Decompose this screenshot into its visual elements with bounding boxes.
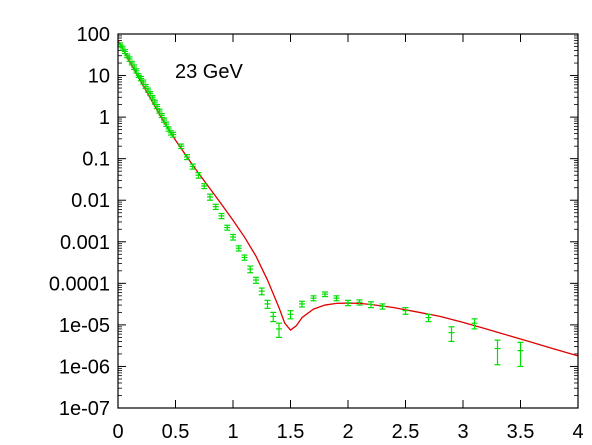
data-point xyxy=(184,154,190,161)
y-tick-label: 0.01 xyxy=(71,190,110,212)
data-point xyxy=(247,265,254,274)
data-point xyxy=(163,121,170,127)
x-tick-label: 1 xyxy=(227,421,238,443)
data-point xyxy=(322,291,328,298)
data-point xyxy=(230,233,236,241)
data-point xyxy=(201,183,208,190)
data-point xyxy=(517,341,524,368)
data-point xyxy=(356,299,363,306)
x-tick-label: 3.5 xyxy=(507,421,535,443)
data-point xyxy=(121,49,128,55)
data-point xyxy=(170,131,177,138)
data-point xyxy=(212,203,219,211)
data-point xyxy=(287,310,294,320)
y-tick-label: 0.1 xyxy=(82,149,110,171)
x-tick-label: 2 xyxy=(342,421,353,443)
x-tick-label: 3 xyxy=(457,421,468,443)
data-point xyxy=(151,99,158,105)
y-tick-label: 1e-07 xyxy=(59,398,110,420)
data-point xyxy=(224,224,231,231)
data-point xyxy=(310,295,317,302)
points-layer xyxy=(117,42,524,368)
curve-layer xyxy=(117,40,579,357)
model-curve xyxy=(117,40,579,357)
y-tick-label: 0.001 xyxy=(60,232,110,254)
data-point xyxy=(178,143,185,150)
data-point xyxy=(195,172,202,179)
data-point xyxy=(299,300,305,308)
data-point xyxy=(189,163,196,170)
y-tick-label: 1e-06 xyxy=(59,356,110,378)
data-point xyxy=(207,193,213,201)
plot-frame xyxy=(117,33,579,409)
data-point xyxy=(333,295,340,302)
data-point xyxy=(379,303,386,310)
data-point xyxy=(448,326,455,343)
data-point xyxy=(471,318,478,330)
y-tick-label: 1 xyxy=(99,107,110,129)
data-point xyxy=(368,301,374,309)
data-point xyxy=(276,322,282,338)
tick-layer: 0 0.5 1 1.5 2 2.5 3 3.5 4 1e-07 1e-06 1e-05 0.0001 0.… xyxy=(49,24,584,443)
data-point xyxy=(156,108,163,114)
data-point xyxy=(494,339,501,366)
x-tick-label: 0 xyxy=(112,421,123,443)
x-tick-label: 1.5 xyxy=(277,421,305,443)
y-tick-label: 0.0001 xyxy=(49,273,110,295)
y-tick-label: 1e-05 xyxy=(59,315,110,337)
data-point xyxy=(402,307,409,315)
data-point xyxy=(270,311,277,323)
data-point xyxy=(425,313,432,323)
data-point xyxy=(133,68,140,74)
data-point xyxy=(126,56,133,62)
x-tick-label: 4 xyxy=(572,421,583,443)
data-point xyxy=(345,299,351,307)
data-point xyxy=(253,276,259,284)
data-point xyxy=(218,212,225,220)
data-point xyxy=(241,254,248,261)
y-tick-label: 100 xyxy=(77,24,110,46)
data-point xyxy=(258,287,265,296)
data-point xyxy=(235,245,242,252)
annotation-23-gev: 23 GeV xyxy=(175,61,243,83)
data-point xyxy=(158,112,165,119)
x-tick-label: 2.5 xyxy=(392,421,420,443)
data-point xyxy=(264,299,271,309)
y-tick-label: 10 xyxy=(88,66,110,88)
data-point xyxy=(149,94,156,100)
x-tick-label: 0.5 xyxy=(162,421,190,443)
